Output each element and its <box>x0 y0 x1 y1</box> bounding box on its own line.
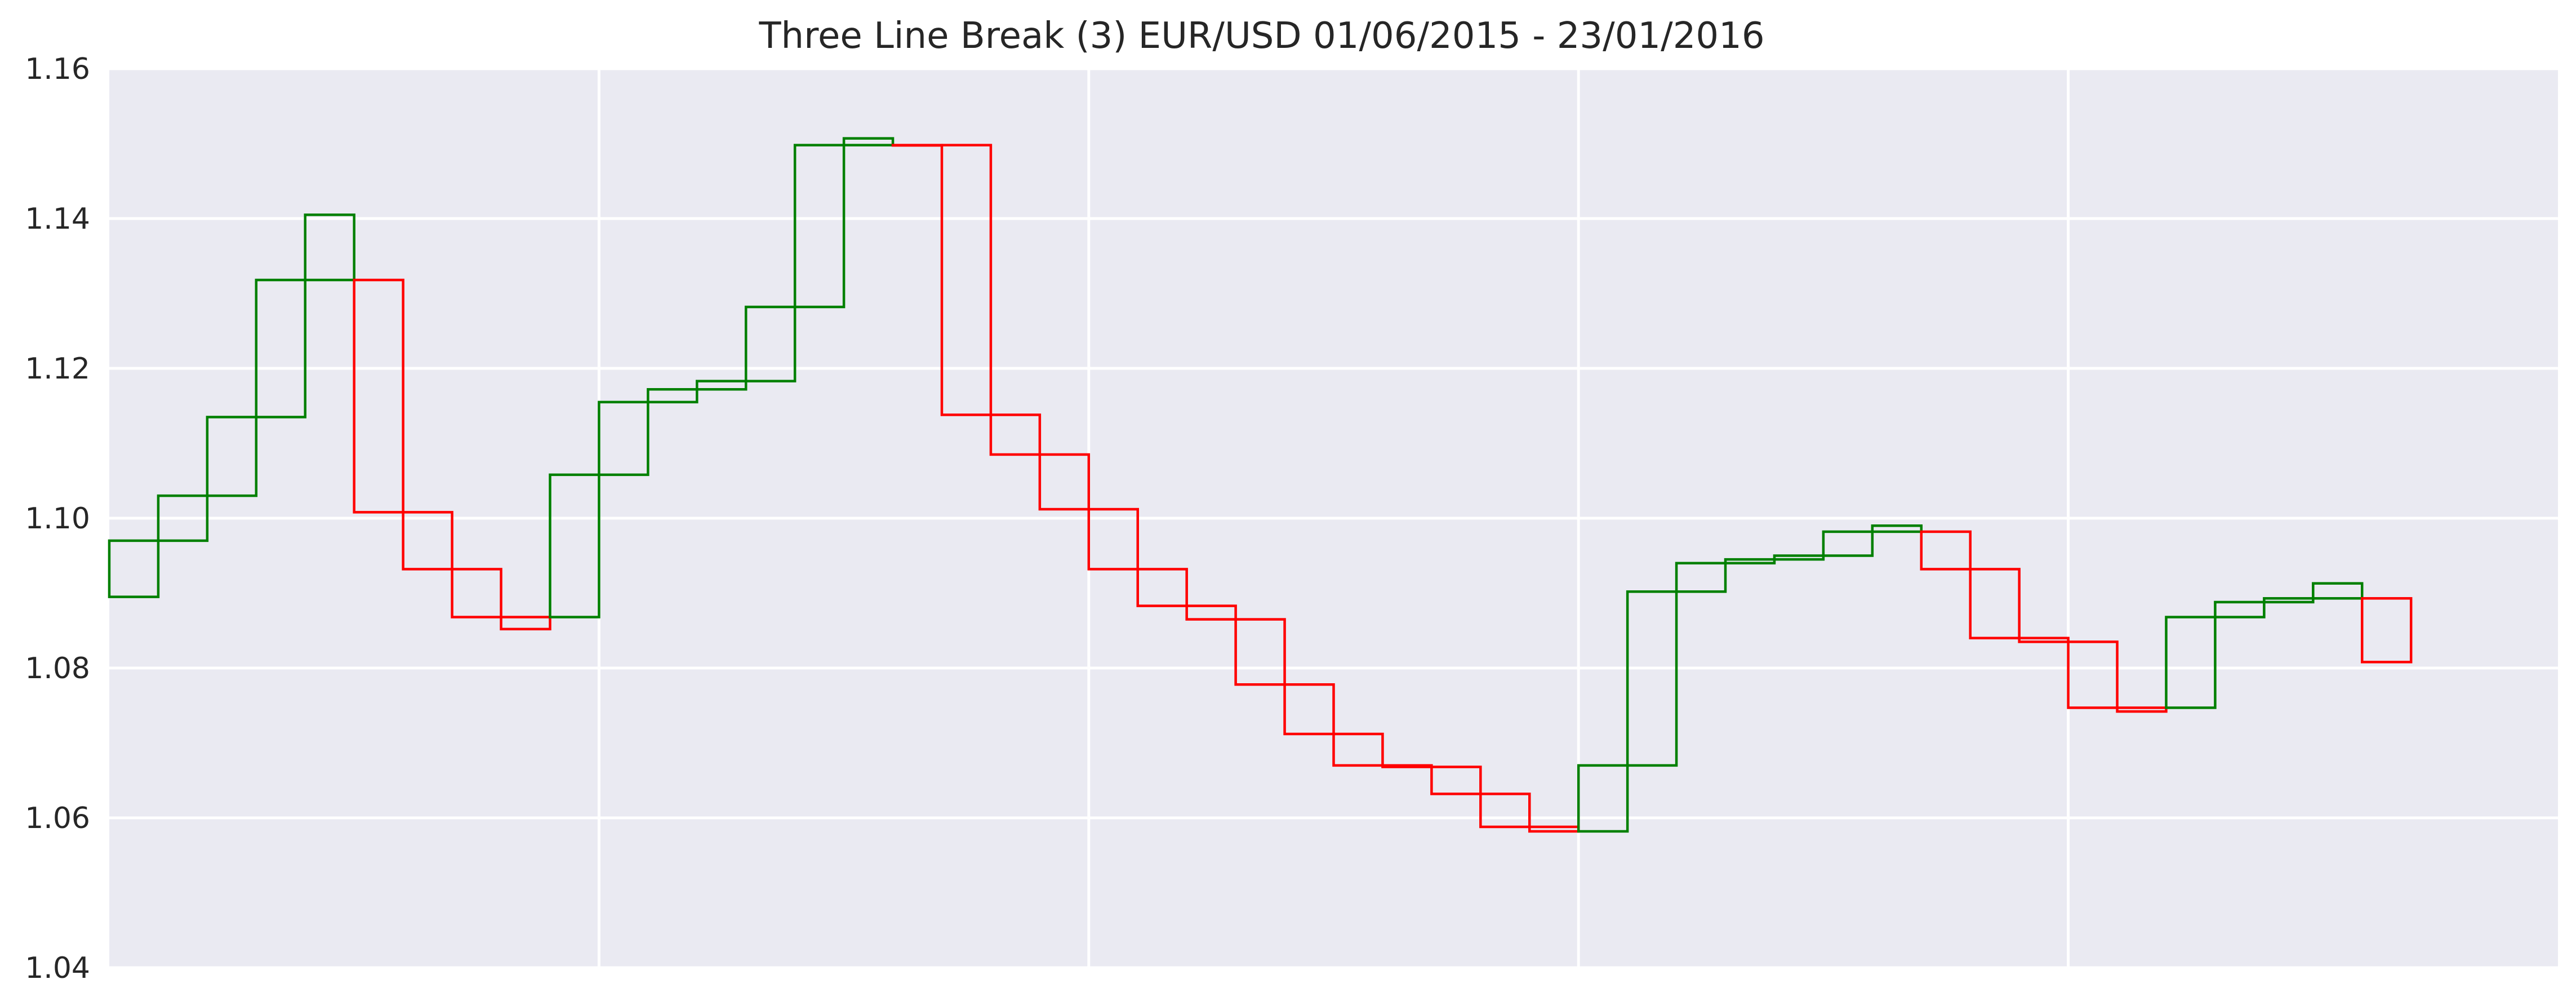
y-tick-label: 1.06 <box>25 802 90 835</box>
y-tick-label: 1.10 <box>25 502 90 536</box>
y-axis-tick-labels: 1.04 1.06 1.08 1.10 1.12 1.14 1.16 <box>25 52 90 985</box>
brick-down <box>1185 604 1237 621</box>
brick-down <box>353 278 404 514</box>
brick-up <box>744 305 797 382</box>
brick-up <box>1724 558 1776 565</box>
brick-up <box>696 380 748 391</box>
brick-up <box>2214 600 2266 618</box>
y-tick-label: 1.14 <box>25 202 90 236</box>
brick-down <box>2360 597 2413 664</box>
brick-up <box>1577 764 1629 833</box>
brick-down <box>2018 636 2070 643</box>
brick-up <box>793 144 846 309</box>
brick-down <box>1920 530 1972 571</box>
brick-down <box>940 144 993 416</box>
brick-up <box>2165 616 2217 709</box>
brick-down <box>1969 568 2021 640</box>
brick-up <box>549 473 600 618</box>
brick-up <box>1822 530 1874 557</box>
brick-up <box>842 137 895 146</box>
brick-up <box>108 539 160 598</box>
brick-up <box>2263 597 2315 604</box>
brick-up <box>255 278 307 419</box>
y-tick-label: 1.12 <box>25 352 90 386</box>
brick-down <box>1087 508 1139 571</box>
y-tick-label: 1.04 <box>25 951 90 985</box>
brick-up <box>1626 590 1678 767</box>
brick-down <box>2116 706 2168 713</box>
brick-down <box>1283 683 1335 736</box>
brick-up <box>598 400 649 477</box>
brick-up <box>1773 554 1825 561</box>
brick-up <box>1871 524 1923 533</box>
brick-up <box>206 416 258 497</box>
brick-down <box>891 144 944 147</box>
brick-up <box>647 388 698 404</box>
brick-down <box>1234 618 1286 686</box>
bricks-series <box>108 137 2413 833</box>
brick-down <box>1479 793 1531 829</box>
brick-up <box>157 494 209 542</box>
brick-down <box>1430 765 1482 795</box>
chart-title: Three Line Break (3) EUR/USD 01/06/2015 … <box>758 15 1764 57</box>
brick-up <box>304 213 355 282</box>
y-tick-label: 1.16 <box>25 52 90 86</box>
y-gridlines <box>109 67 2558 969</box>
brick-down <box>1038 453 1091 511</box>
y-tick-label: 1.08 <box>25 652 90 685</box>
brick-down <box>451 568 502 618</box>
brick-down <box>989 413 1042 456</box>
brick-up <box>2312 582 2364 600</box>
brick-down <box>1332 732 1384 767</box>
brick-down <box>1136 568 1188 607</box>
brick-down <box>402 511 453 571</box>
brick-up <box>1675 562 1727 593</box>
brick-down <box>500 616 551 631</box>
brick-down <box>2067 640 2119 709</box>
brick-down <box>1381 764 1433 768</box>
